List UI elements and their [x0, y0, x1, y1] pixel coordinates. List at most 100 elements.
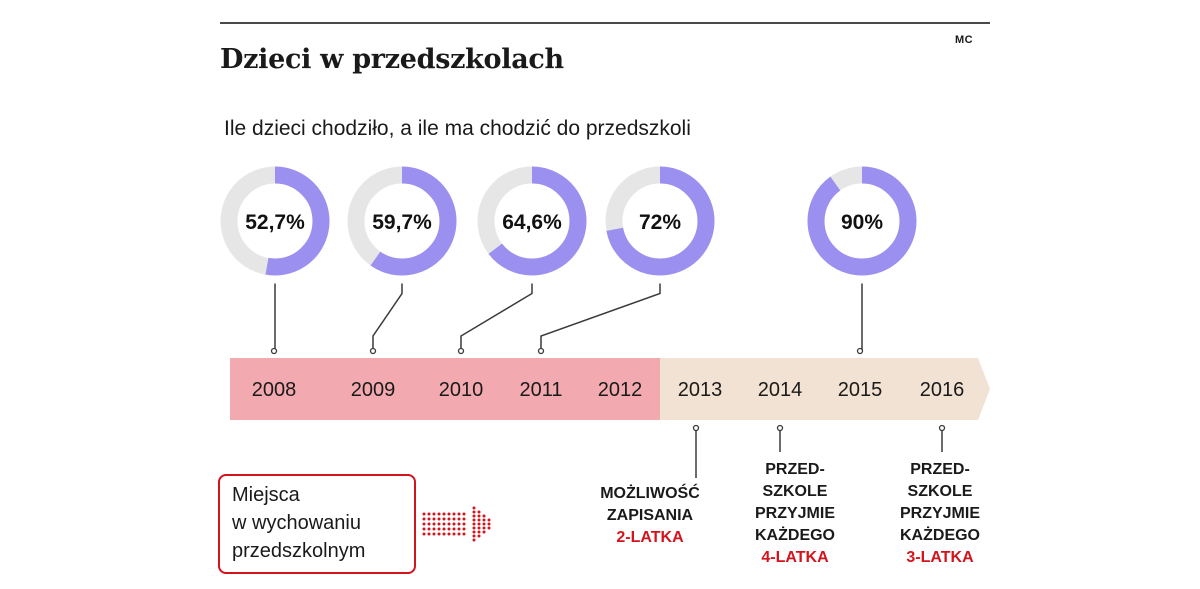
legend-arrow-dot [422, 517, 426, 521]
donut-label-2015: 90% [841, 211, 883, 234]
legend-arrow-dot [442, 532, 446, 536]
year-label-2014: 2014 [758, 379, 803, 401]
legend-arrow-dot [472, 538, 476, 542]
legend-arrow-dot [472, 522, 476, 526]
legend-arrow-dot [452, 522, 456, 526]
legend-arrow-dot [447, 517, 451, 521]
connector-line-2010 [460, 283, 533, 350]
legend-arrow-dot [462, 527, 466, 531]
legend-arrow-dot [447, 522, 451, 526]
legend-arrow-dot [442, 517, 446, 521]
year-label-2008: 2008 [252, 379, 297, 401]
chart-title: Dzieci w przedszkolach [220, 44, 564, 75]
legend-arrow-dot [462, 532, 466, 536]
legend-arrow-dot [477, 514, 481, 518]
legend-arrow-dot [427, 512, 431, 516]
legend-arrow-dot [472, 510, 476, 514]
donut-label-2010: 64,6% [502, 211, 562, 234]
annotation-text-2016: KAŻDEGO [900, 526, 980, 544]
legend-arrow-dot [437, 532, 441, 536]
legend-arrow-dot [482, 514, 486, 518]
legend-arrow-dot [482, 530, 486, 534]
annotation-highlight-2016: 3-LATKA [906, 549, 974, 566]
legend-arrow-dot [427, 517, 431, 521]
legend-arrow-dot [442, 522, 446, 526]
legend-text: Miejsca w wychowaniu przedszkolnym [232, 481, 365, 565]
donut-value-2008 [220, 166, 330, 276]
legend-arrow-dot [487, 518, 491, 522]
legend-arrow-dot [457, 517, 461, 521]
connector-line-2011 [540, 283, 661, 350]
annotation-text-2014: KAŻDEGO [755, 526, 835, 544]
legend-line: przedszkolnym [232, 540, 366, 562]
donut-label-2008: 52,7% [245, 211, 305, 234]
legend-arrow-dot [487, 526, 491, 530]
legend-arrow-dot [482, 522, 486, 526]
legend-arrow-dot [457, 527, 461, 531]
legend-arrow-dot [472, 534, 476, 538]
annotation-highlight-2014: 4-LATKA [761, 549, 829, 566]
year-label-2010: 2010 [439, 379, 484, 401]
legend-arrow-dot [422, 522, 426, 526]
annotation-highlight-2013: 2-LATKA [616, 529, 684, 546]
legend-arrow-dot [432, 517, 436, 521]
legend-box [218, 474, 416, 574]
legend-arrow-dot [462, 522, 466, 526]
connector-dot-2011 [537, 347, 545, 355]
connector-line-2009 [372, 283, 403, 350]
donut-value-2009 [347, 166, 457, 276]
legend-arrow-dot [482, 518, 486, 522]
connector-dot-2015 [856, 347, 864, 355]
legend-arrow-dot [457, 532, 461, 536]
annotation-text-2013: MOŻLIWOŚĆ [600, 483, 700, 502]
legend-arrow-dot [442, 527, 446, 531]
donut-value-2015 [807, 166, 917, 276]
year-label-2011: 2011 [519, 379, 562, 401]
legend-arrow-dot [447, 512, 451, 516]
legend-arrow-dot [472, 526, 476, 530]
legend-arrow-dot [427, 532, 431, 536]
credit: MC [955, 34, 974, 46]
legend-arrow-dot [472, 514, 476, 518]
connector-dot-2010 [457, 347, 465, 355]
annotation-dot-2013 [692, 424, 700, 432]
connector-dot-2009 [369, 347, 377, 355]
legend-arrow-dot [432, 512, 436, 516]
annotation-dot-2016 [938, 424, 946, 432]
legend-arrow-dot [437, 522, 441, 526]
legend-arrow-dot [432, 532, 436, 536]
annotation-text-2016: PRZYJMIE [900, 505, 980, 522]
timeline-future-band [660, 358, 990, 420]
legend-arrow-dot [462, 512, 466, 516]
legend-arrow-dot [432, 522, 436, 526]
legend-arrow-dot [477, 522, 481, 526]
legend-arrow-dot [477, 510, 481, 514]
legend-arrow-dot [452, 527, 456, 531]
legend-arrow-dot [462, 517, 466, 521]
legend-arrow-dot [437, 517, 441, 521]
year-label-2009: 2009 [351, 379, 396, 401]
connector-dot-2008 [270, 347, 278, 355]
legend-arrow-dot [477, 518, 481, 522]
legend-arrow-dot [477, 530, 481, 534]
year-label-2013: 2013 [678, 379, 723, 401]
legend-arrow-dot [437, 527, 441, 531]
legend-arrow-dot [457, 512, 461, 516]
annotation-text-2016: SZKOLE [908, 483, 973, 500]
legend-arrow-dot [447, 527, 451, 531]
legend-arrow-dot [427, 522, 431, 526]
legend-arrow-dot [487, 522, 491, 526]
legend-arrow-dot [477, 526, 481, 530]
legend-arrow-dot [472, 518, 476, 522]
legend-arrow-dot [457, 522, 461, 526]
annotation-text-2014: PRZYJMIE [755, 505, 835, 522]
legend-arrow-dot [477, 534, 481, 538]
legend-arrow-dot [452, 517, 456, 521]
legend-arrow-dot [472, 506, 476, 510]
legend-arrow-dot [482, 526, 486, 530]
year-label-2012: 2012 [598, 379, 643, 401]
legend-arrow-dot [447, 532, 451, 536]
donut-value-2010 [477, 166, 587, 276]
donut-label-2011: 72% [639, 211, 681, 234]
